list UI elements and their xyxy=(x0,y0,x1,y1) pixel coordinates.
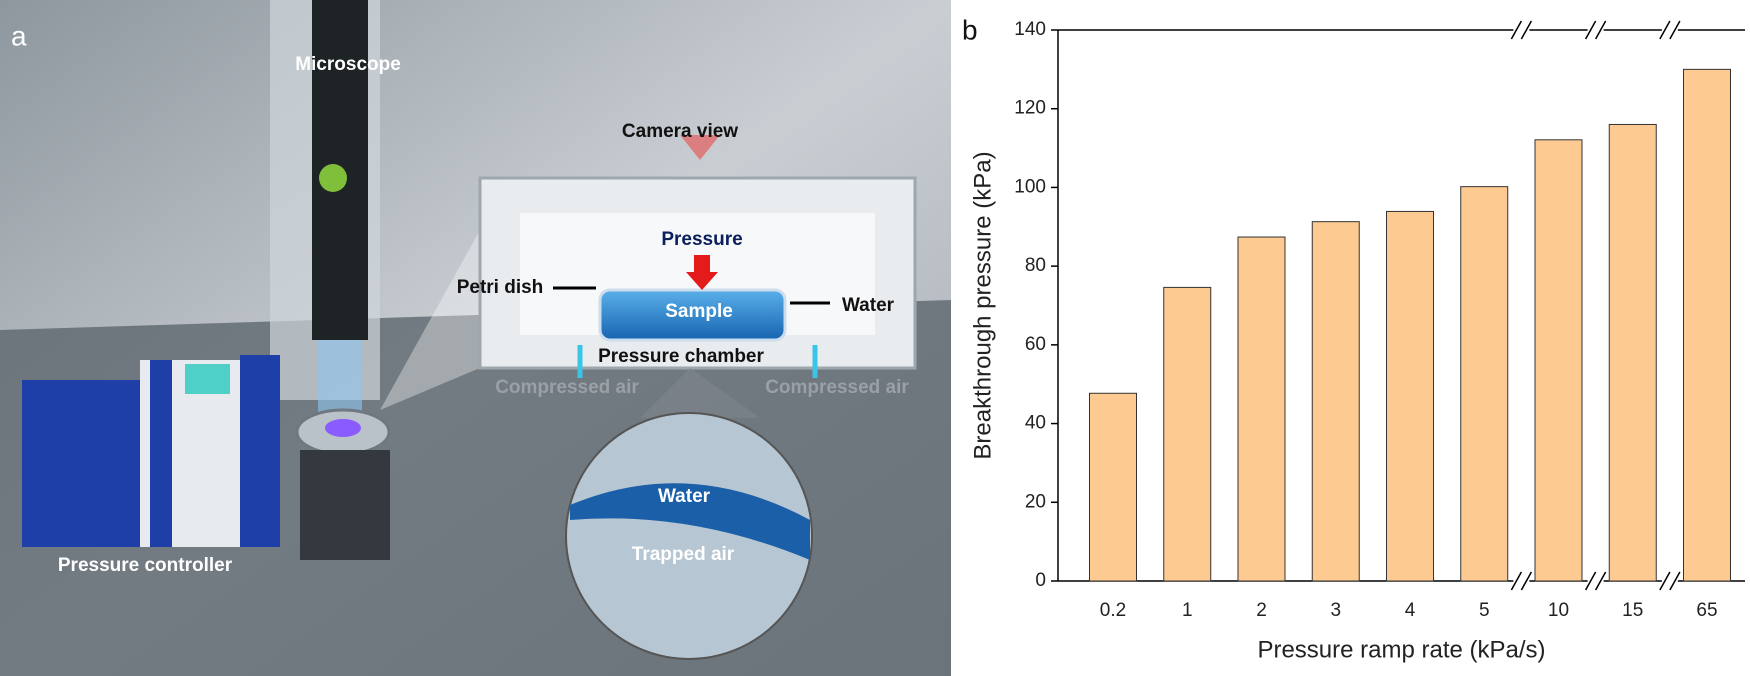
axis-break xyxy=(1584,571,1597,591)
bar xyxy=(1237,236,1286,582)
chamber-base xyxy=(300,450,390,560)
panel-label: b xyxy=(962,14,978,45)
bar xyxy=(1460,186,1509,582)
zoom-cone xyxy=(640,368,760,418)
label: Pressure controller xyxy=(58,555,233,576)
light-beam xyxy=(318,340,362,420)
bar xyxy=(1311,221,1360,582)
label: Compressed air xyxy=(495,377,639,398)
axis-break xyxy=(1510,20,1523,40)
label: Petri dish xyxy=(457,277,544,298)
pressure-arrow xyxy=(686,255,718,290)
axis-break-gap xyxy=(1587,578,1604,584)
x-tick-label: 5 xyxy=(1479,600,1490,621)
x-axis-label: Pressure ramp rate (kPa/s) xyxy=(1257,636,1545,663)
label: Microscope xyxy=(295,54,401,75)
y-tick-label: 140 xyxy=(1014,19,1046,40)
bar xyxy=(1683,68,1731,582)
y-tick-label: 80 xyxy=(1025,255,1046,276)
controller-band xyxy=(150,360,172,547)
y-tick-label: 60 xyxy=(1025,334,1046,355)
axis-break-gap xyxy=(1587,27,1604,33)
label: Pressure xyxy=(661,229,742,250)
y-axis-label: Breakthrough pressure (kPa) xyxy=(969,151,996,459)
y-tick-label: 40 xyxy=(1025,413,1046,434)
axis-break xyxy=(1520,20,1533,40)
label: Sample xyxy=(665,301,733,322)
petri-dish xyxy=(598,288,787,342)
camera-arrow xyxy=(680,135,720,160)
y-tick-label: 0 xyxy=(1035,570,1046,591)
label: Compressed air xyxy=(765,377,909,398)
panel-b: b 0 20 40 60 80 100 120 140 Breakthrough pressure… xyxy=(962,14,1745,663)
x-tick-label: 10 xyxy=(1548,600,1569,621)
microscope-ring xyxy=(319,164,347,192)
x-tick-label: 65 xyxy=(1696,600,1717,621)
axis-break-gap xyxy=(1513,27,1530,33)
axis-break xyxy=(1584,20,1597,40)
axis-break xyxy=(1669,571,1681,591)
label: Trapped air xyxy=(632,544,735,565)
y-tick-label: 20 xyxy=(1025,491,1046,512)
controller-band xyxy=(240,355,280,547)
axis-break-gap xyxy=(1513,578,1530,584)
y-tick-label: 100 xyxy=(1014,176,1046,197)
x-tick-label: 0.2 xyxy=(1100,600,1126,621)
label: Water xyxy=(842,295,895,316)
axis-break xyxy=(1510,571,1523,591)
label: Camera view xyxy=(622,121,738,142)
controller-left xyxy=(22,380,140,547)
chamber-light xyxy=(325,419,361,437)
axis-break xyxy=(1669,20,1681,40)
x-tick-label: 2 xyxy=(1256,600,1267,621)
label: Water xyxy=(658,486,711,507)
bar xyxy=(1608,123,1657,582)
panel-label: a xyxy=(11,20,27,51)
x-tick-label: 4 xyxy=(1405,600,1416,621)
axis-break xyxy=(1659,571,1671,591)
axis-break xyxy=(1594,571,1607,591)
x-tick-label: 15 xyxy=(1622,600,1643,621)
bar xyxy=(1089,392,1137,582)
water-meniscus xyxy=(570,483,810,560)
inset-circle xyxy=(565,412,813,660)
controller-screen xyxy=(185,364,230,394)
bar xyxy=(1534,139,1583,582)
zoom-cone xyxy=(380,230,480,410)
panel-a: a Microscope Camera view Pressure Petri … xyxy=(0,0,951,676)
y-tick-label: 120 xyxy=(1014,98,1046,119)
bar xyxy=(1386,210,1434,582)
axis-break-gap xyxy=(1661,27,1678,33)
axis-break xyxy=(1659,20,1671,40)
axis-break xyxy=(1594,20,1607,40)
label: Pressure chamber xyxy=(598,346,764,367)
axis-break xyxy=(1520,571,1533,591)
bar xyxy=(1163,286,1212,582)
x-tick-label: 3 xyxy=(1330,600,1341,621)
x-tick-label: 1 xyxy=(1182,600,1193,621)
axis-break-gap xyxy=(1661,578,1678,584)
